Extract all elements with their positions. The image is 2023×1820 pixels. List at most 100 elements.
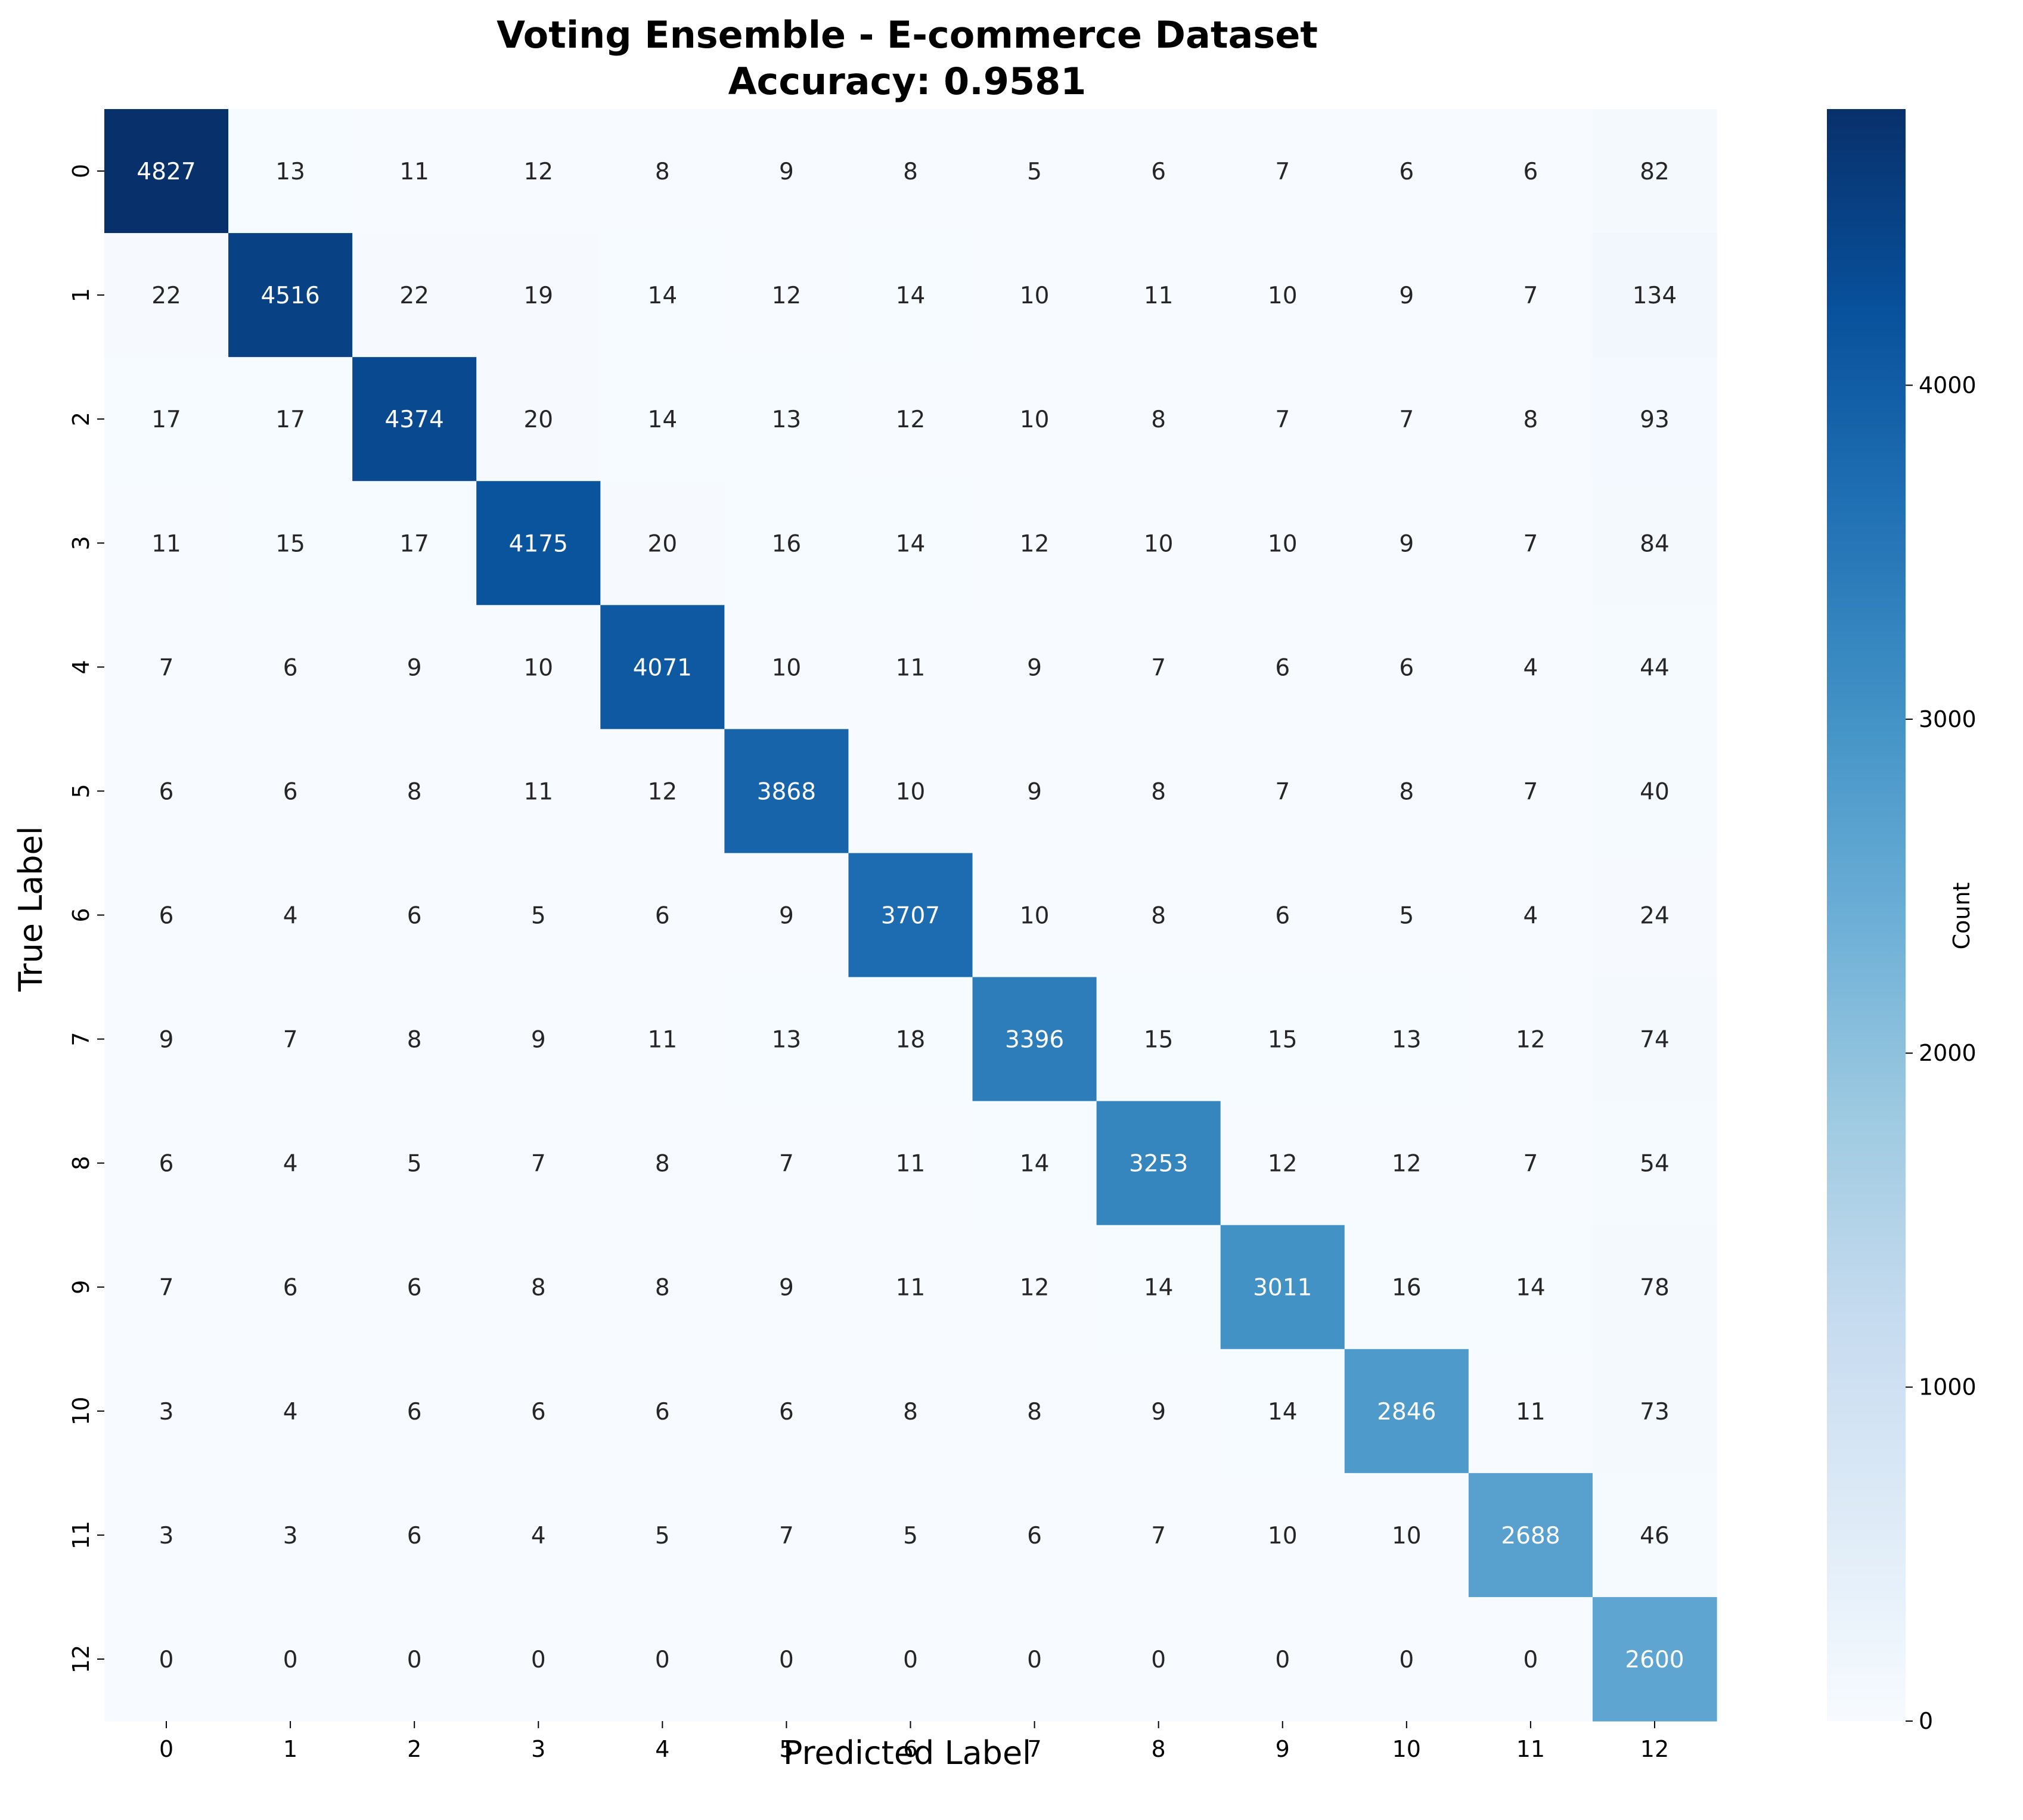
cell-value-label: 7 (283, 1027, 298, 1054)
heatmap-cell (104, 357, 229, 482)
heatmap-cell (1468, 853, 1593, 978)
heatmap-cell (1096, 109, 1221, 234)
heatmap-cell (1096, 481, 1221, 605)
cell-value-label: 14 (896, 530, 926, 557)
heatmap-cell (352, 1349, 477, 1474)
y-tick-label: 0 (68, 164, 94, 178)
cell-value-label: 7 (159, 654, 174, 681)
heatmap-cell (1344, 1349, 1469, 1474)
heatmap-cell (848, 1101, 973, 1226)
heatmap-cell (1592, 729, 1717, 854)
heatmap-cell (1592, 1473, 1717, 1598)
heatmap-cell (104, 233, 229, 358)
heatmap-cell (228, 605, 353, 729)
heatmap-cell (104, 1349, 229, 1474)
heatmap-cell (848, 1473, 973, 1598)
cell-value-label: 8 (1523, 406, 1538, 433)
colorbar-tick-label: 1000 (1919, 1374, 1977, 1400)
cell-value-label: 74 (1640, 1027, 1670, 1054)
heatmap-cell (1592, 233, 1717, 358)
heatmap-cell (600, 605, 725, 729)
heatmap-cell (1468, 1597, 1593, 1722)
heatmap-cell (352, 109, 477, 234)
heatmap-cell (1096, 1349, 1221, 1474)
cell-value-label: 7 (1151, 654, 1166, 681)
cell-value-label: 8 (655, 1151, 670, 1178)
heatmap-cell (600, 977, 725, 1102)
heatmap-cell (848, 729, 973, 854)
cell-value-label: 10 (1020, 282, 1050, 309)
cell-value-label: 9 (1399, 282, 1414, 309)
heatmap-cell (352, 1473, 477, 1598)
cell-value-label: 93 (1640, 406, 1670, 433)
heatmap-cell (972, 853, 1097, 978)
cell-value-label: 8 (903, 1399, 918, 1425)
cell-value-label: 0 (531, 1647, 546, 1673)
heatmap-cell (724, 357, 849, 482)
heatmap-cell (972, 1225, 1097, 1350)
heatmap-cell (1096, 1597, 1221, 1722)
cell-value-label: 8 (655, 1275, 670, 1302)
heatmap-cell (972, 1597, 1097, 1722)
heatmap-cell (848, 481, 973, 605)
cell-value-label: 82 (1640, 159, 1670, 185)
cell-value-label: 6 (159, 778, 174, 805)
cell-value-label: 5 (903, 1523, 918, 1549)
cell-value-label: 9 (779, 159, 794, 185)
heatmap-cell (1220, 1349, 1345, 1474)
x-tick-label: 8 (1152, 1736, 1166, 1762)
heatmap-cell (1220, 109, 1345, 234)
heatmap-cell (476, 977, 601, 1102)
heatmap-cell (476, 729, 601, 854)
cell-value-label: 3 (283, 1523, 298, 1549)
y-tick-label: 11 (68, 1521, 94, 1549)
cell-value-label: 12 (896, 406, 926, 433)
heatmap-cell (1592, 481, 1717, 605)
heatmap-cell (476, 357, 601, 482)
cell-value-label: 7 (1523, 778, 1538, 805)
heatmap-cell (724, 1349, 849, 1474)
heatmap-cell (1468, 481, 1593, 605)
heatmap-cell (972, 977, 1097, 1102)
heatmap-cell (476, 1473, 601, 1598)
y-tick-label: 1 (68, 288, 94, 302)
heatmap-cell (1096, 853, 1221, 978)
heatmap-cell (600, 729, 725, 854)
cell-value-label: 15 (1144, 1027, 1174, 1054)
heatmap-cell (1220, 1225, 1345, 1350)
cell-value-label: 12 (1020, 1275, 1050, 1302)
cell-value-label: 0 (1275, 1647, 1290, 1673)
cell-value-label: 11 (896, 1151, 926, 1178)
heatmap-cell (1592, 1349, 1717, 1474)
cell-value-label: 6 (1399, 159, 1414, 185)
heatmap-cell (972, 481, 1097, 605)
cell-value-label: 11 (523, 778, 553, 805)
cell-value-label: 3253 (1129, 1151, 1188, 1178)
cell-value-label: 10 (896, 778, 926, 805)
cell-value-label: 0 (779, 1647, 794, 1673)
cell-value-label: 9 (1151, 1399, 1166, 1425)
cell-value-label: 3 (159, 1523, 174, 1549)
y-tick-label: 6 (68, 908, 94, 922)
cell-value-label: 10 (1268, 1523, 1298, 1549)
cell-value-label: 0 (1027, 1647, 1042, 1673)
cell-value-label: 7 (531, 1151, 546, 1178)
heatmap-cell (352, 357, 477, 482)
heatmap-cell (1344, 729, 1469, 854)
cell-value-label: 84 (1640, 530, 1670, 557)
heatmap-cell (104, 1473, 229, 1598)
heatmap-cell (1096, 729, 1221, 854)
cell-value-label: 9 (1027, 778, 1042, 805)
cell-value-label: 11 (151, 530, 181, 557)
heatmap-cell (1592, 1225, 1717, 1350)
cell-value-label: 9 (1027, 654, 1042, 681)
heatmap-cell (1468, 1101, 1593, 1226)
heatmap-cell (600, 1101, 725, 1226)
cell-value-label: 16 (772, 530, 802, 557)
cell-value-label: 40 (1640, 778, 1670, 805)
heatmap-cell (600, 357, 725, 482)
heatmap-cell (228, 1473, 353, 1598)
colorbar-tick-label: 4000 (1919, 372, 1977, 398)
cell-value-label: 12 (648, 778, 678, 805)
cell-value-label: 7 (159, 1275, 174, 1302)
